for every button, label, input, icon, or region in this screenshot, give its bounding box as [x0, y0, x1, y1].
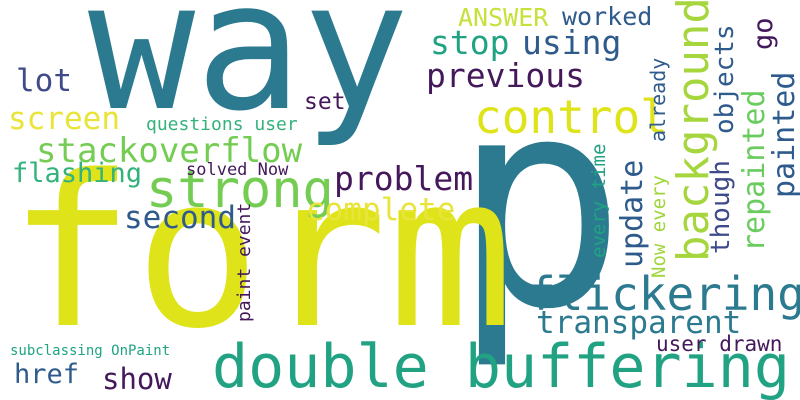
word-href: href: [14, 359, 80, 390]
word-though: though: [706, 160, 736, 254]
word-previous: previous: [426, 56, 585, 95]
word-repainted: repainted: [737, 89, 772, 252]
word-go: go: [748, 17, 779, 50]
word-stop: stop: [430, 23, 510, 62]
word-ANSWER: ANSWER: [458, 3, 549, 32]
word-complete: complete: [306, 192, 456, 228]
word-already: already: [646, 57, 670, 142]
word-form: form: [8, 130, 514, 375]
word-objects: objects: [710, 24, 740, 134]
word-paint-event: paint event: [234, 202, 255, 322]
word-way: way: [88, 0, 410, 150]
word-set: set: [304, 89, 346, 115]
word-subclassing-onpaint: subclassing OnPaint: [10, 343, 171, 359]
word-user-drawn: user drawn: [656, 332, 783, 356]
word-double-buffering: double buffering: [212, 332, 790, 400]
word-control: control: [474, 90, 668, 144]
word-lot: lot: [16, 63, 72, 99]
word-now-every: Now every: [648, 175, 670, 278]
word-show: show: [102, 362, 172, 396]
word-painted: painted: [767, 71, 800, 198]
word-second: second: [124, 200, 236, 236]
word-strong: strong: [146, 160, 334, 220]
word-every-time: every time: [588, 143, 610, 258]
word-stackoverflow: stackoverflow: [36, 131, 303, 171]
word-flashing: flashing: [12, 158, 143, 189]
word-problem: problem: [334, 159, 474, 198]
word-solved-now: solved Now: [186, 160, 289, 180]
word-update: update: [615, 159, 650, 268]
word-questions-user: questions user: [146, 114, 298, 135]
word-screen: screen: [8, 101, 120, 137]
word-flickering: flickering: [528, 267, 800, 321]
word-using: using: [522, 23, 622, 62]
word-p: p: [452, 36, 627, 373]
word-worked: worked: [562, 2, 653, 31]
word-transparent: transparent: [536, 305, 742, 341]
